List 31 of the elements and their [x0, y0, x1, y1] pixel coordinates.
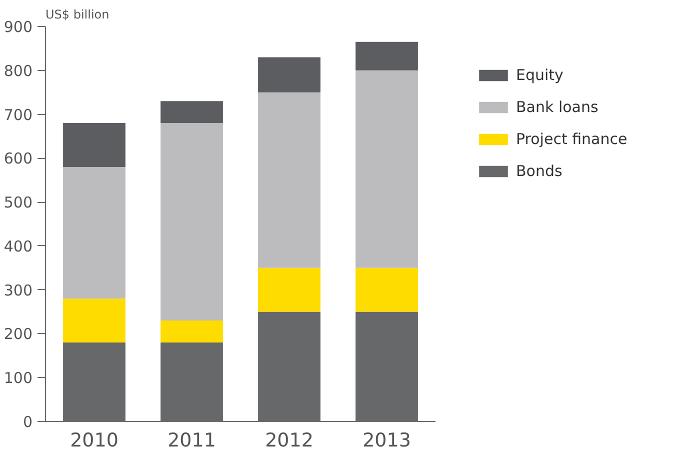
legend-label: Project finance: [516, 130, 628, 148]
y-tick-label: 800: [4, 62, 33, 80]
bar: [258, 57, 320, 92]
x-tick-label: 2011: [168, 430, 216, 452]
bar: [356, 268, 418, 312]
legend-label: Equity: [516, 66, 564, 84]
y-tick-label: 700: [4, 106, 33, 124]
y-tick-label: 400: [4, 237, 33, 256]
legend-label: Bonds: [516, 162, 562, 180]
y-tick-label: 0: [22, 413, 33, 431]
bar: [63, 166, 126, 299]
bar: [63, 298, 126, 342]
bar: [356, 70, 418, 268]
y-tick-label: 200: [4, 325, 33, 344]
y-tick-label: 500: [4, 194, 33, 212]
x-tick-label: 2012: [265, 430, 314, 452]
bar: [160, 101, 223, 124]
bar: [160, 320, 223, 342]
bar: [258, 92, 320, 268]
bar: [160, 123, 223, 321]
y-tick-label: 100: [4, 369, 33, 388]
x-tick-label: 2013: [362, 430, 411, 452]
bar: [63, 123, 126, 167]
bar: [258, 268, 320, 312]
legend-label: Bank loans: [516, 98, 598, 116]
y-tick-label: 600: [4, 150, 33, 168]
y-tick-label: 900: [4, 18, 33, 36]
y-tick-label: 300: [4, 281, 33, 300]
y-axis-title: US$ billion: [46, 8, 110, 22]
x-tick-label: 2010: [70, 430, 118, 452]
bar: [356, 42, 418, 70]
